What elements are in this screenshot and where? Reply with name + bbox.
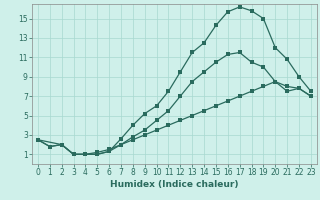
X-axis label: Humidex (Indice chaleur): Humidex (Indice chaleur) bbox=[110, 180, 239, 189]
